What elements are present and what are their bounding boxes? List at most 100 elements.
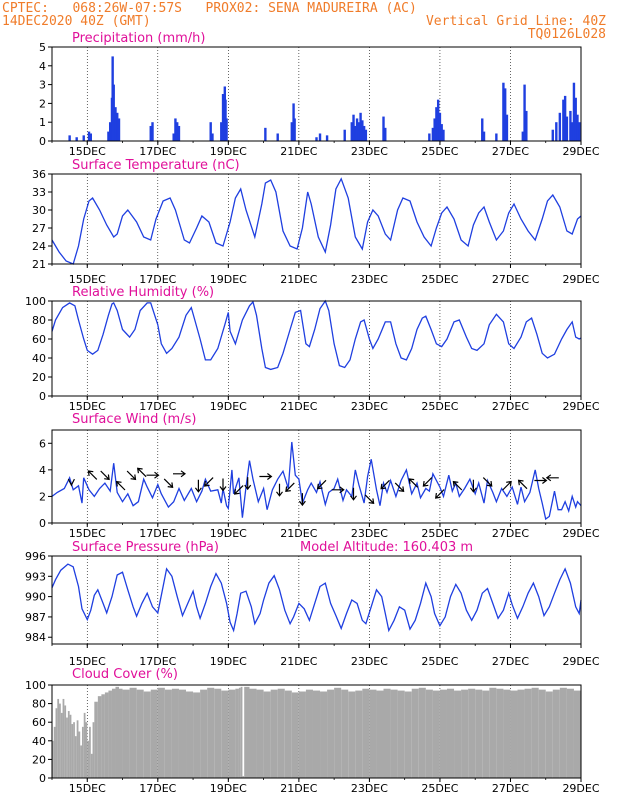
temp-xtick-label: 15DEC — [69, 273, 106, 286]
precip-ytick-label: 0 — [39, 135, 46, 148]
cloud-area-bar — [277, 688, 285, 778]
cloud-ytick-label: 60 — [32, 716, 46, 729]
cloud-xtick-label: 21DEC — [280, 782, 317, 795]
cloud-area-bar — [164, 689, 172, 778]
wind-arrow — [100, 470, 110, 481]
precip-bar — [576, 114, 579, 141]
rh-xtick-label: 17DEC — [139, 400, 176, 413]
precip-bar — [174, 118, 177, 141]
wind-xtick-label: 19DEC — [210, 527, 247, 540]
wind-arrow — [219, 478, 227, 492]
precip-xtick-label: 25DEC — [421, 145, 458, 158]
cloud-area-bar — [97, 696, 102, 778]
header-line3-right: TQ0126L028 — [527, 27, 606, 42]
cloud-xtick-label: 15DEC — [69, 782, 106, 795]
cloud-area-bar — [73, 722, 75, 778]
cloud-area-bar — [108, 690, 112, 778]
pres-xtick-label: 23DEC — [351, 655, 388, 668]
precip-ytick-label: 4 — [39, 60, 46, 73]
cloud-area-bar — [81, 726, 84, 778]
temp-title: Surface Temperature (nC) — [72, 158, 240, 173]
cloud-area-bar — [193, 692, 201, 778]
cloud-area-bar — [425, 689, 433, 778]
cloud-area-bar — [517, 689, 525, 778]
cloud-xtick-label: 25DEC — [421, 782, 458, 795]
precip-bar — [149, 125, 152, 141]
cloud-area-bar — [552, 689, 560, 778]
cloud-area-bar — [362, 688, 370, 778]
wind-arrow — [163, 478, 174, 489]
rh-ytick-label: 60 — [32, 333, 46, 346]
cloud-area-bar — [119, 688, 123, 778]
header-line2-right: Vertical Grid Line: 40Z — [425, 14, 606, 29]
pres-xtick-label: 27DEC — [492, 655, 529, 668]
cloud-area-bar — [341, 689, 349, 778]
cloud-area-bar — [69, 714, 72, 778]
cloud-area-bar — [524, 688, 532, 778]
precip-bar — [177, 125, 181, 141]
cloud-area-bar — [510, 690, 518, 778]
cloud-area-bar — [489, 687, 497, 778]
cloud-area-bar — [496, 688, 504, 778]
cloud-ytick-label: 100 — [25, 679, 46, 692]
wind-xtick-label: 29DEC — [562, 527, 599, 540]
rh-xtick-label: 15DEC — [69, 400, 106, 413]
cloud-ytick-label: 0 — [39, 772, 46, 785]
cloud-area-bar — [238, 687, 241, 778]
cloud-area-bar — [503, 689, 511, 778]
precip-xtick-label: 17DEC — [139, 145, 176, 158]
temp-xtick-label: 17DEC — [139, 273, 176, 286]
precip-ytick-label: 5 — [39, 41, 46, 54]
precip-ytick-label: 1 — [39, 116, 46, 129]
wind-arrow — [452, 480, 463, 491]
cloud-area-bar — [207, 687, 215, 778]
cloud-area-bar — [298, 691, 306, 778]
cloud-area-bar — [55, 708, 58, 778]
wind-arrow — [233, 485, 244, 495]
precip-bar — [558, 112, 562, 141]
cloud-area-bar — [143, 691, 151, 778]
cloud-area-bar — [559, 687, 567, 778]
precip-bar — [355, 118, 359, 141]
cloud-area-bar — [122, 689, 130, 778]
rh-ytick-label: 80 — [32, 314, 46, 327]
cloud-area-bar — [92, 722, 95, 778]
rh-ytick-label: 40 — [32, 352, 46, 365]
pres-ytick-label: 990 — [25, 591, 46, 604]
temp-ytick-label: 33 — [32, 186, 46, 199]
precip-bar — [276, 133, 279, 141]
cloud-area-bar — [62, 698, 65, 778]
precip-bar — [117, 118, 121, 141]
precip-bar — [436, 99, 440, 141]
precip-bar — [175, 122, 179, 141]
precip-xtick-label: 15DEC — [69, 145, 106, 158]
wind-arrow — [364, 494, 375, 505]
cloud-area-bar — [60, 712, 63, 778]
cloud-area-bar — [240, 686, 243, 778]
precip-bar — [211, 133, 214, 141]
precip-bar — [172, 133, 175, 141]
precip-bar — [361, 120, 364, 141]
cloud-area-bar — [256, 689, 264, 778]
wind-arrow — [534, 477, 548, 484]
wind-arrow — [115, 480, 126, 491]
precip-bar — [431, 127, 435, 141]
precip-bar — [438, 112, 442, 141]
cloud-area-bar — [327, 689, 335, 778]
cloud-area-bar — [52, 740, 54, 778]
wind-xtick-label: 21DEC — [280, 527, 317, 540]
cloud-area-bar — [355, 690, 363, 778]
precip-bar — [225, 118, 228, 141]
precip-bar — [325, 135, 329, 141]
rh-xtick-label: 25DEC — [421, 400, 458, 413]
temp-frame — [51, 173, 582, 265]
precip-bar — [364, 129, 368, 141]
precip-bar — [318, 133, 322, 141]
cloud-area-bar — [334, 687, 342, 778]
precip-ytick-label: 2 — [39, 97, 46, 110]
cloud-ytick-label: 40 — [32, 735, 46, 748]
wind-arrow — [434, 489, 445, 499]
precip-bar — [551, 129, 554, 141]
wind-arrow — [545, 474, 559, 482]
precip-title: Precipitation (mm/h) — [72, 31, 205, 46]
